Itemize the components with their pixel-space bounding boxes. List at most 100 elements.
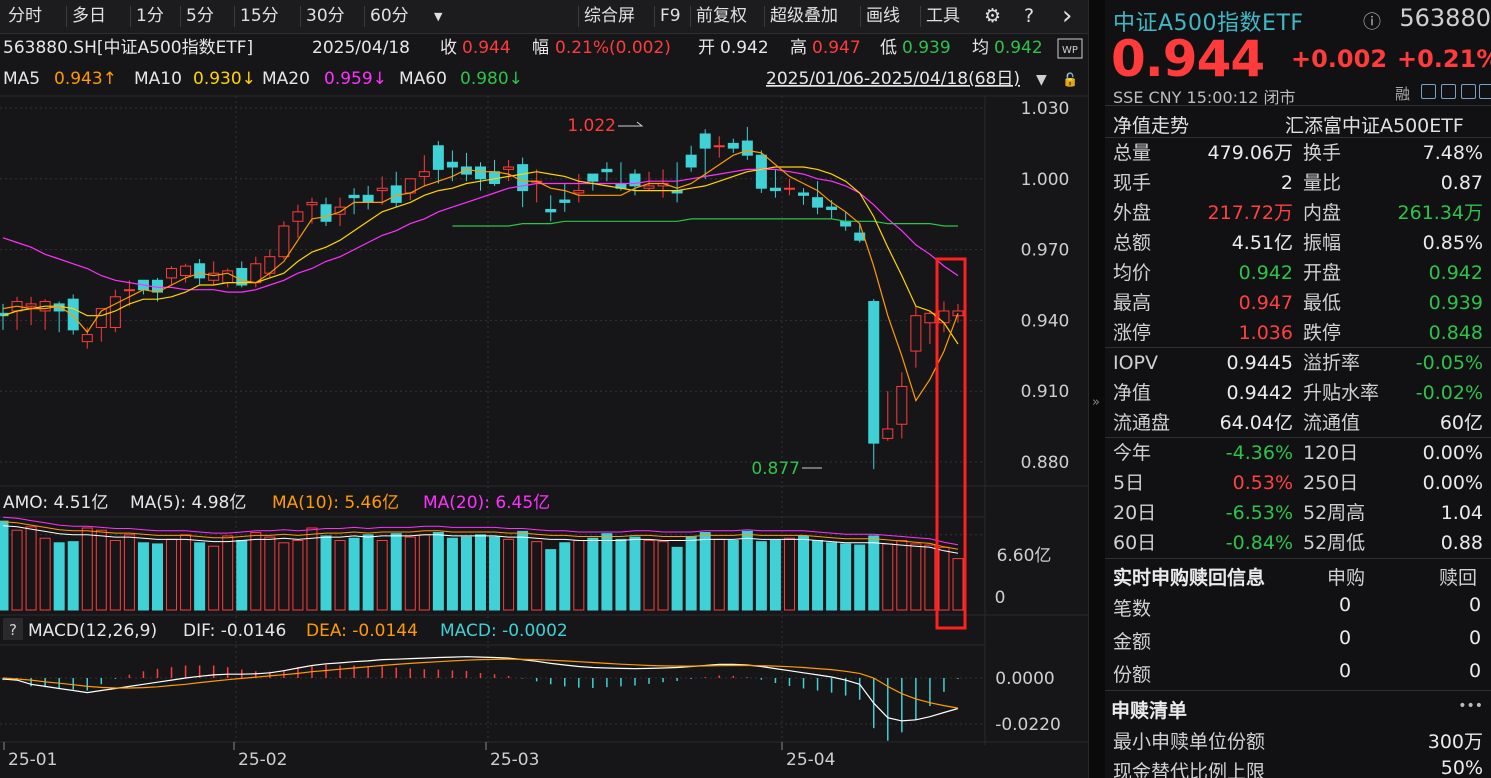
- volume-bar: [685, 536, 697, 611]
- quote-value: 4.51亿: [1231, 232, 1293, 254]
- candle-body: [376, 187, 388, 192]
- volume-bar: [25, 526, 37, 611]
- window-icon[interactable]: [1479, 84, 1491, 99]
- high-value: 0.947: [812, 38, 861, 58]
- volume-bar: [924, 544, 936, 611]
- quote-row: 现手 2 量比 0.87: [1105, 168, 1491, 198]
- quote-label: 今年: [1113, 442, 1152, 464]
- amo-ma10-label: MA(10): 5.46亿: [272, 493, 399, 513]
- more-icon[interactable]: •••: [1458, 698, 1483, 714]
- subscription-redeem-value: 0: [1469, 627, 1482, 649]
- volume-bar: [151, 543, 163, 611]
- volume-bar: [517, 530, 529, 611]
- candle-body: [180, 265, 192, 277]
- quote-label: 升贴水率: [1303, 382, 1380, 404]
- period-tab-4[interactable]: 15分: [240, 6, 279, 26]
- quote-row: 60日 -0.84% 52周低 0.88: [1105, 528, 1491, 558]
- bell-icon[interactable]: [1441, 84, 1456, 99]
- triangle-down-icon[interactable]: ▼: [434, 10, 443, 23]
- y-tick-label: 1.030: [1021, 99, 1070, 119]
- toolbar-action-2[interactable]: 前复权: [696, 6, 747, 26]
- volume-bar: [67, 541, 79, 611]
- candle-body: [278, 225, 290, 258]
- toolbar-action-4[interactable]: 画线: [866, 6, 900, 26]
- quote-panel: 中证A500指数ETF ⓘ 563880 0.944 +0.002 +0.21% SSE C…: [1105, 0, 1491, 778]
- range-dropdown-icon: ▼: [1036, 72, 1047, 88]
- candle-body: [868, 301, 880, 444]
- toolbar-separator: [300, 6, 301, 27]
- question-icon[interactable]: ?: [1024, 5, 1035, 27]
- candle-body: [783, 187, 795, 190]
- date-range-label[interactable]: 2025/01/06-2025/04/18(68日): [766, 69, 1020, 89]
- period-tab-1[interactable]: 多日: [72, 6, 106, 26]
- info-circle-icon[interactable]: ⓘ: [1363, 12, 1381, 33]
- volume-bar: [0, 520, 9, 611]
- volume-bar: [840, 543, 852, 611]
- ma20-line: [2, 168, 959, 293]
- nav-nav-trend[interactable]: 净值走势: [1113, 115, 1190, 137]
- volume-bars: [0, 520, 964, 611]
- quote-label: 外盘: [1113, 202, 1152, 224]
- period-tab-6[interactable]: 60分: [370, 6, 409, 26]
- candle-body: [896, 385, 908, 425]
- expand-icon[interactable]: »: [1092, 395, 1100, 410]
- toolbar-action-3[interactable]: 超级叠加: [770, 6, 838, 26]
- volume-bar: [404, 536, 416, 611]
- ma60-line: [452, 218, 958, 227]
- highlight-box: [935, 257, 967, 630]
- quote-value: -0.02%: [1415, 382, 1483, 404]
- quote-value: 0.9442: [1226, 382, 1293, 404]
- period-tab-0[interactable]: 分时: [8, 6, 42, 26]
- toolbar-action-0[interactable]: 综合屏: [584, 6, 635, 26]
- panel-divider[interactable]: »: [1088, 0, 1106, 778]
- fund-company[interactable]: 汇添富中证A500ETF: [1285, 115, 1464, 137]
- volume-bar: [812, 540, 824, 611]
- quote-value: 1.036: [1238, 322, 1293, 344]
- toolbar-action-1[interactable]: F9: [660, 6, 681, 26]
- gear-icon[interactable]: ⚙: [984, 5, 1002, 27]
- amo-label: AMO: 4.51亿: [3, 493, 108, 513]
- chevron-right-icon[interactable]: ›: [1062, 1, 1073, 31]
- volume-bar: [53, 542, 65, 611]
- period-tab-5[interactable]: 30分: [306, 6, 345, 26]
- volume-bar: [783, 537, 795, 611]
- home-icon[interactable]: [1461, 84, 1476, 99]
- period-tab-3[interactable]: 5分: [186, 6, 214, 26]
- quote-value: 0.939: [1428, 292, 1483, 314]
- quote-row: 总额 4.51亿 振幅 0.85%: [1105, 228, 1491, 258]
- toolbar-action-5[interactable]: 工具: [926, 6, 960, 26]
- volume-bar: [306, 527, 318, 611]
- candle-body: [629, 173, 641, 187]
- macd-help-icon[interactable]: [3, 618, 23, 640]
- macd-value-label: MACD: -0.0002: [440, 621, 568, 641]
- price-change: +0.002: [1291, 45, 1388, 73]
- kline-chart[interactable]: 563880.SH[中证A500指数ETF] 2025/04/18 收 0.944 幅 0…: [0, 0, 1088, 778]
- candle-body: [446, 161, 458, 168]
- candle-body: [727, 142, 739, 149]
- ma5-line: [2, 149, 959, 402]
- toolbar-separator: [180, 6, 181, 27]
- volume-bar: [292, 540, 304, 611]
- quote-value: 0.88: [1440, 532, 1483, 554]
- candle-body: [769, 187, 781, 192]
- period-tab-2[interactable]: 1分: [136, 6, 164, 26]
- toolbar-separator: [860, 6, 861, 27]
- quote-label: IOPV: [1113, 352, 1159, 374]
- volume-bar: [671, 546, 683, 611]
- quote-label: 最低: [1303, 292, 1342, 314]
- candle-body: [517, 164, 529, 192]
- security-title: 563880.SH[中证A500指数ETF]: [3, 38, 253, 58]
- list-row-label: 最小申赎单位份额: [1113, 731, 1266, 753]
- volume-bar: [699, 532, 711, 611]
- volume-bar: [657, 541, 669, 611]
- close-value: 0.944: [462, 38, 511, 58]
- dif-line: [2, 656, 959, 722]
- quote-label: 溢折率: [1303, 352, 1361, 374]
- quote-value: 217.72万: [1207, 202, 1293, 224]
- wp-badge-icon[interactable]: [1057, 38, 1083, 59]
- candle-body: [348, 194, 360, 199]
- volume-bar: [755, 541, 767, 611]
- edit-icon[interactable]: [1421, 84, 1436, 99]
- quote-value: 0.848: [1428, 322, 1483, 344]
